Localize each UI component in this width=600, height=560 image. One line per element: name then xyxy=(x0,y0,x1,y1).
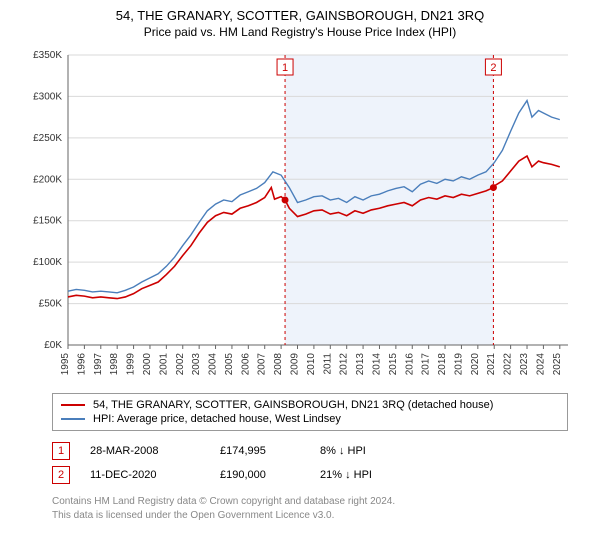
svg-text:2002: 2002 xyxy=(175,353,186,376)
svg-text:2003: 2003 xyxy=(191,353,202,376)
svg-text:£50K: £50K xyxy=(39,299,63,310)
svg-text:2007: 2007 xyxy=(257,353,268,376)
svg-text:2: 2 xyxy=(490,62,496,74)
svg-text:2000: 2000 xyxy=(142,353,153,376)
footer-line-2: This data is licensed under the Open Gov… xyxy=(52,509,568,523)
svg-text:2013: 2013 xyxy=(355,353,366,376)
svg-text:£200K: £200K xyxy=(33,174,62,185)
svg-text:1997: 1997 xyxy=(93,353,104,376)
sale-date: 28-MAR-2008 xyxy=(90,445,200,457)
svg-text:2010: 2010 xyxy=(306,353,317,376)
sale-date: 11-DEC-2020 xyxy=(90,469,200,481)
svg-text:2021: 2021 xyxy=(486,353,497,376)
svg-text:1996: 1996 xyxy=(76,353,87,376)
svg-text:2011: 2011 xyxy=(322,353,333,375)
svg-text:2015: 2015 xyxy=(388,353,399,376)
legend-item: HPI: Average price, detached house, West… xyxy=(61,412,559,426)
svg-text:£350K: £350K xyxy=(33,50,62,61)
svg-text:£300K: £300K xyxy=(33,91,62,102)
legend-label: 54, THE GRANARY, SCOTTER, GAINSBOROUGH, … xyxy=(93,399,493,411)
svg-text:2008: 2008 xyxy=(273,353,284,376)
legend: 54, THE GRANARY, SCOTTER, GAINSBOROUGH, … xyxy=(52,393,568,431)
svg-text:2017: 2017 xyxy=(421,353,432,376)
svg-text:£250K: £250K xyxy=(33,133,62,144)
svg-text:2001: 2001 xyxy=(158,353,169,376)
legend-item: 54, THE GRANARY, SCOTTER, GAINSBOROUGH, … xyxy=(61,398,559,412)
svg-text:£100K: £100K xyxy=(33,257,62,268)
svg-text:2004: 2004 xyxy=(208,353,219,376)
footer-attribution: Contains HM Land Registry data © Crown c… xyxy=(52,495,568,522)
svg-text:2006: 2006 xyxy=(240,353,251,376)
svg-text:2018: 2018 xyxy=(437,353,448,376)
sale-price: £190,000 xyxy=(220,469,300,481)
sale-badge: 2 xyxy=(52,466,70,484)
sales-table: 1 28-MAR-2008 £174,995 8% ↓ HPI 2 11-DEC-2020… xyxy=(52,439,568,487)
chart-plot: £0K £50K £100K £150K £200K £250K £300K £350K 199… xyxy=(20,47,580,387)
footer-line-1: Contains HM Land Registry data © Crown c… xyxy=(52,495,568,509)
chart-svg: £0K £50K £100K £150K £200K £250K £300K £350K 199… xyxy=(20,47,580,387)
sale-delta: 8% ↓ HPI xyxy=(320,445,420,457)
svg-text:2009: 2009 xyxy=(290,353,301,376)
svg-text:£0K: £0K xyxy=(44,340,62,351)
svg-text:£150K: £150K xyxy=(33,216,62,227)
svg-text:2024: 2024 xyxy=(535,353,546,376)
sale-delta: 21% ↓ HPI xyxy=(320,469,420,481)
svg-text:2022: 2022 xyxy=(503,353,514,376)
chart-container: 54, THE GRANARY, SCOTTER, GAINSBOROUGH, … xyxy=(0,0,600,532)
chart-subtitle: Price paid vs. HM Land Registry's House … xyxy=(12,25,588,39)
legend-swatch xyxy=(61,404,85,406)
sale-row: 2 11-DEC-2020 £190,000 21% ↓ HPI xyxy=(52,463,568,487)
svg-text:1995: 1995 xyxy=(60,353,71,376)
svg-text:2023: 2023 xyxy=(519,353,530,376)
sale-price: £174,995 xyxy=(220,445,300,457)
svg-text:2019: 2019 xyxy=(453,353,464,376)
svg-text:2014: 2014 xyxy=(371,353,382,376)
svg-text:2005: 2005 xyxy=(224,353,235,376)
svg-text:1998: 1998 xyxy=(109,353,120,376)
legend-label: HPI: Average price, detached house, West… xyxy=(93,413,341,425)
svg-text:2012: 2012 xyxy=(339,353,350,376)
sale-row: 1 28-MAR-2008 £174,995 8% ↓ HPI xyxy=(52,439,568,463)
sale-badge: 1 xyxy=(52,442,70,460)
svg-text:2016: 2016 xyxy=(404,353,415,376)
chart-title: 54, THE GRANARY, SCOTTER, GAINSBOROUGH, … xyxy=(12,8,588,23)
legend-swatch xyxy=(61,418,85,420)
svg-text:2025: 2025 xyxy=(552,353,563,376)
svg-text:1: 1 xyxy=(282,62,288,74)
svg-text:2020: 2020 xyxy=(470,353,481,376)
svg-text:1999: 1999 xyxy=(126,353,137,376)
